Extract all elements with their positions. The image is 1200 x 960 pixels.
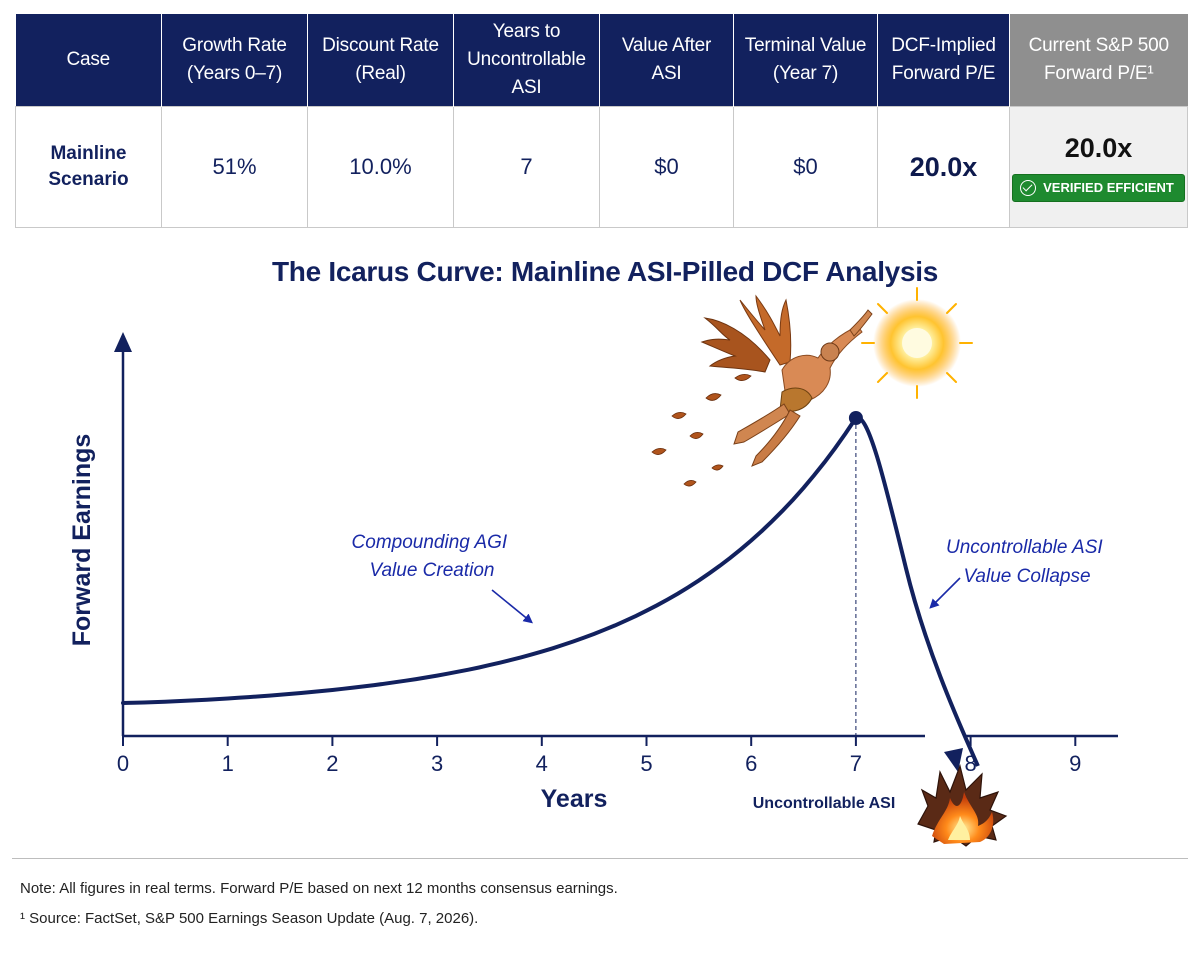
x-tick-label-6: 6 [745,751,757,776]
verified-badge-label: VERIFIED EFFICIENT [1043,180,1174,195]
annotation-collapse: Uncontrollable ASI Value Collapse [946,537,1108,587]
collapse-arrow-icon [944,748,963,772]
annotation-compounding: Compounding AGI Value Creation [352,532,513,581]
cell-growth-rate: 51% [161,106,308,228]
y-axis-label: Forward Earnings [68,434,96,647]
peak-point [848,411,863,425]
cell-current-pe: 20.0x VERIFIED EFFICIENT [1009,106,1188,228]
uncontrollable-asi-label: Uncontrollable ASI [753,795,896,812]
cell-terminal-value: $0 [733,106,878,228]
annotation-compounding-line-2: Value Creation [370,560,495,581]
sun-icon [861,287,973,399]
x-tick-label-1: 1 [222,751,234,776]
x-tick-label-3: 3 [431,751,443,776]
header-dcf-pe: DCF-Implied Forward P/E [877,14,1010,107]
x-tick-label-4: 4 [536,751,548,776]
annotation-collapse-line-2: Value Collapse [963,566,1090,587]
header-current-pe: Current S&P 500 Forward P/E¹ [1009,14,1188,107]
cell-discount-rate: 10.0% [307,106,454,228]
check-circle-icon [1020,179,1037,196]
crash-fire-icon [917,764,1008,847]
footnote-source: ¹ Source: FactSet, S&P 500 Earnings Seas… [20,910,479,927]
annotation-collapse-line-1: Uncontrollable ASI [946,537,1103,558]
x-tick-label-5: 5 [640,751,652,776]
table-row: Mainline Scenario 51% 10.0% 7 $0 $0 20.0… [15,106,1188,228]
header-case: Case [15,14,162,107]
collapse-curve [855,415,980,767]
y-axis-arrow-icon [114,332,132,352]
x-tick-label-2: 2 [326,751,338,776]
x-tick-label-7: 7 [850,751,862,776]
header-discount-rate: Discount Rate (Real) [307,14,454,107]
current-pe-value: 20.0x [1064,132,1133,163]
feathers-icon [651,374,752,487]
header-terminal-value: Terminal Value (Year 7) [733,14,878,107]
x-axis-label: Years [541,785,608,813]
table-header-row: Case Growth Rate (Years 0–7) Discount Ra… [15,14,1188,107]
y-axis [114,332,132,736]
footnote-note: Note: All figures in real terms. Forward… [20,880,618,897]
x-tick-label-9: 9 [1069,751,1081,776]
annotation-collapse-arrow-icon [929,577,961,609]
x-tick-label-0: 0 [117,751,129,776]
icarus-icon [700,294,873,467]
cell-dcf-pe: 20.0x [877,106,1010,228]
cell-value-after-asi: $0 [599,106,734,228]
earnings-curve [121,416,858,705]
chart-title: The Icarus Curve: Mainline ASI-Pilled DC… [272,256,938,287]
header-value-after-asi: Value After ASI [599,14,734,107]
cell-case: Mainline Scenario [15,106,162,228]
notes-divider [12,858,1188,859]
cell-years-to-asi: 7 [453,106,600,228]
verified-badge: VERIFIED EFFICIENT [1012,173,1185,202]
dcf-table: Case Growth Rate (Years 0–7) Discount Ra… [15,14,1188,228]
header-years-to-asi: Years to Uncontrollable ASI [453,14,600,107]
annotation-compounding-arrow-icon [491,589,533,624]
header-growth-rate: Growth Rate (Years 0–7) [161,14,308,107]
annotation-compounding-line-1: Compounding AGI [352,532,508,553]
